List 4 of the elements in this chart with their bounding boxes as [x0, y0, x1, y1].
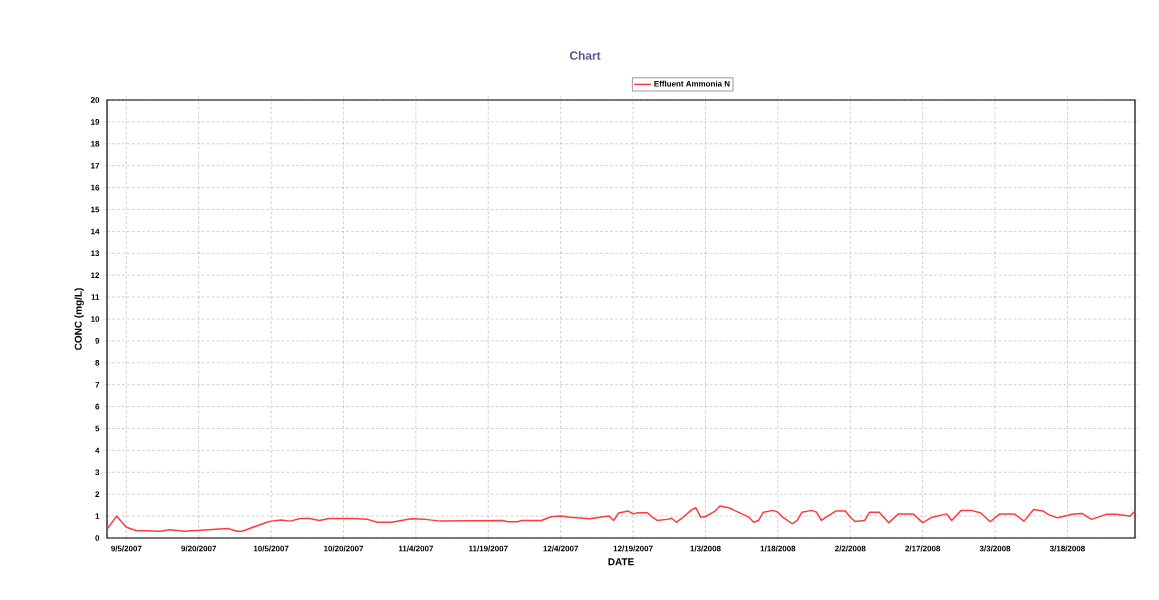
line-series	[107, 505, 1136, 532]
chart-title: Chart	[569, 51, 601, 60]
x-axis-title: DATE	[608, 558, 634, 566]
y-axis-title: CONC (mg/L)	[74, 288, 84, 350]
